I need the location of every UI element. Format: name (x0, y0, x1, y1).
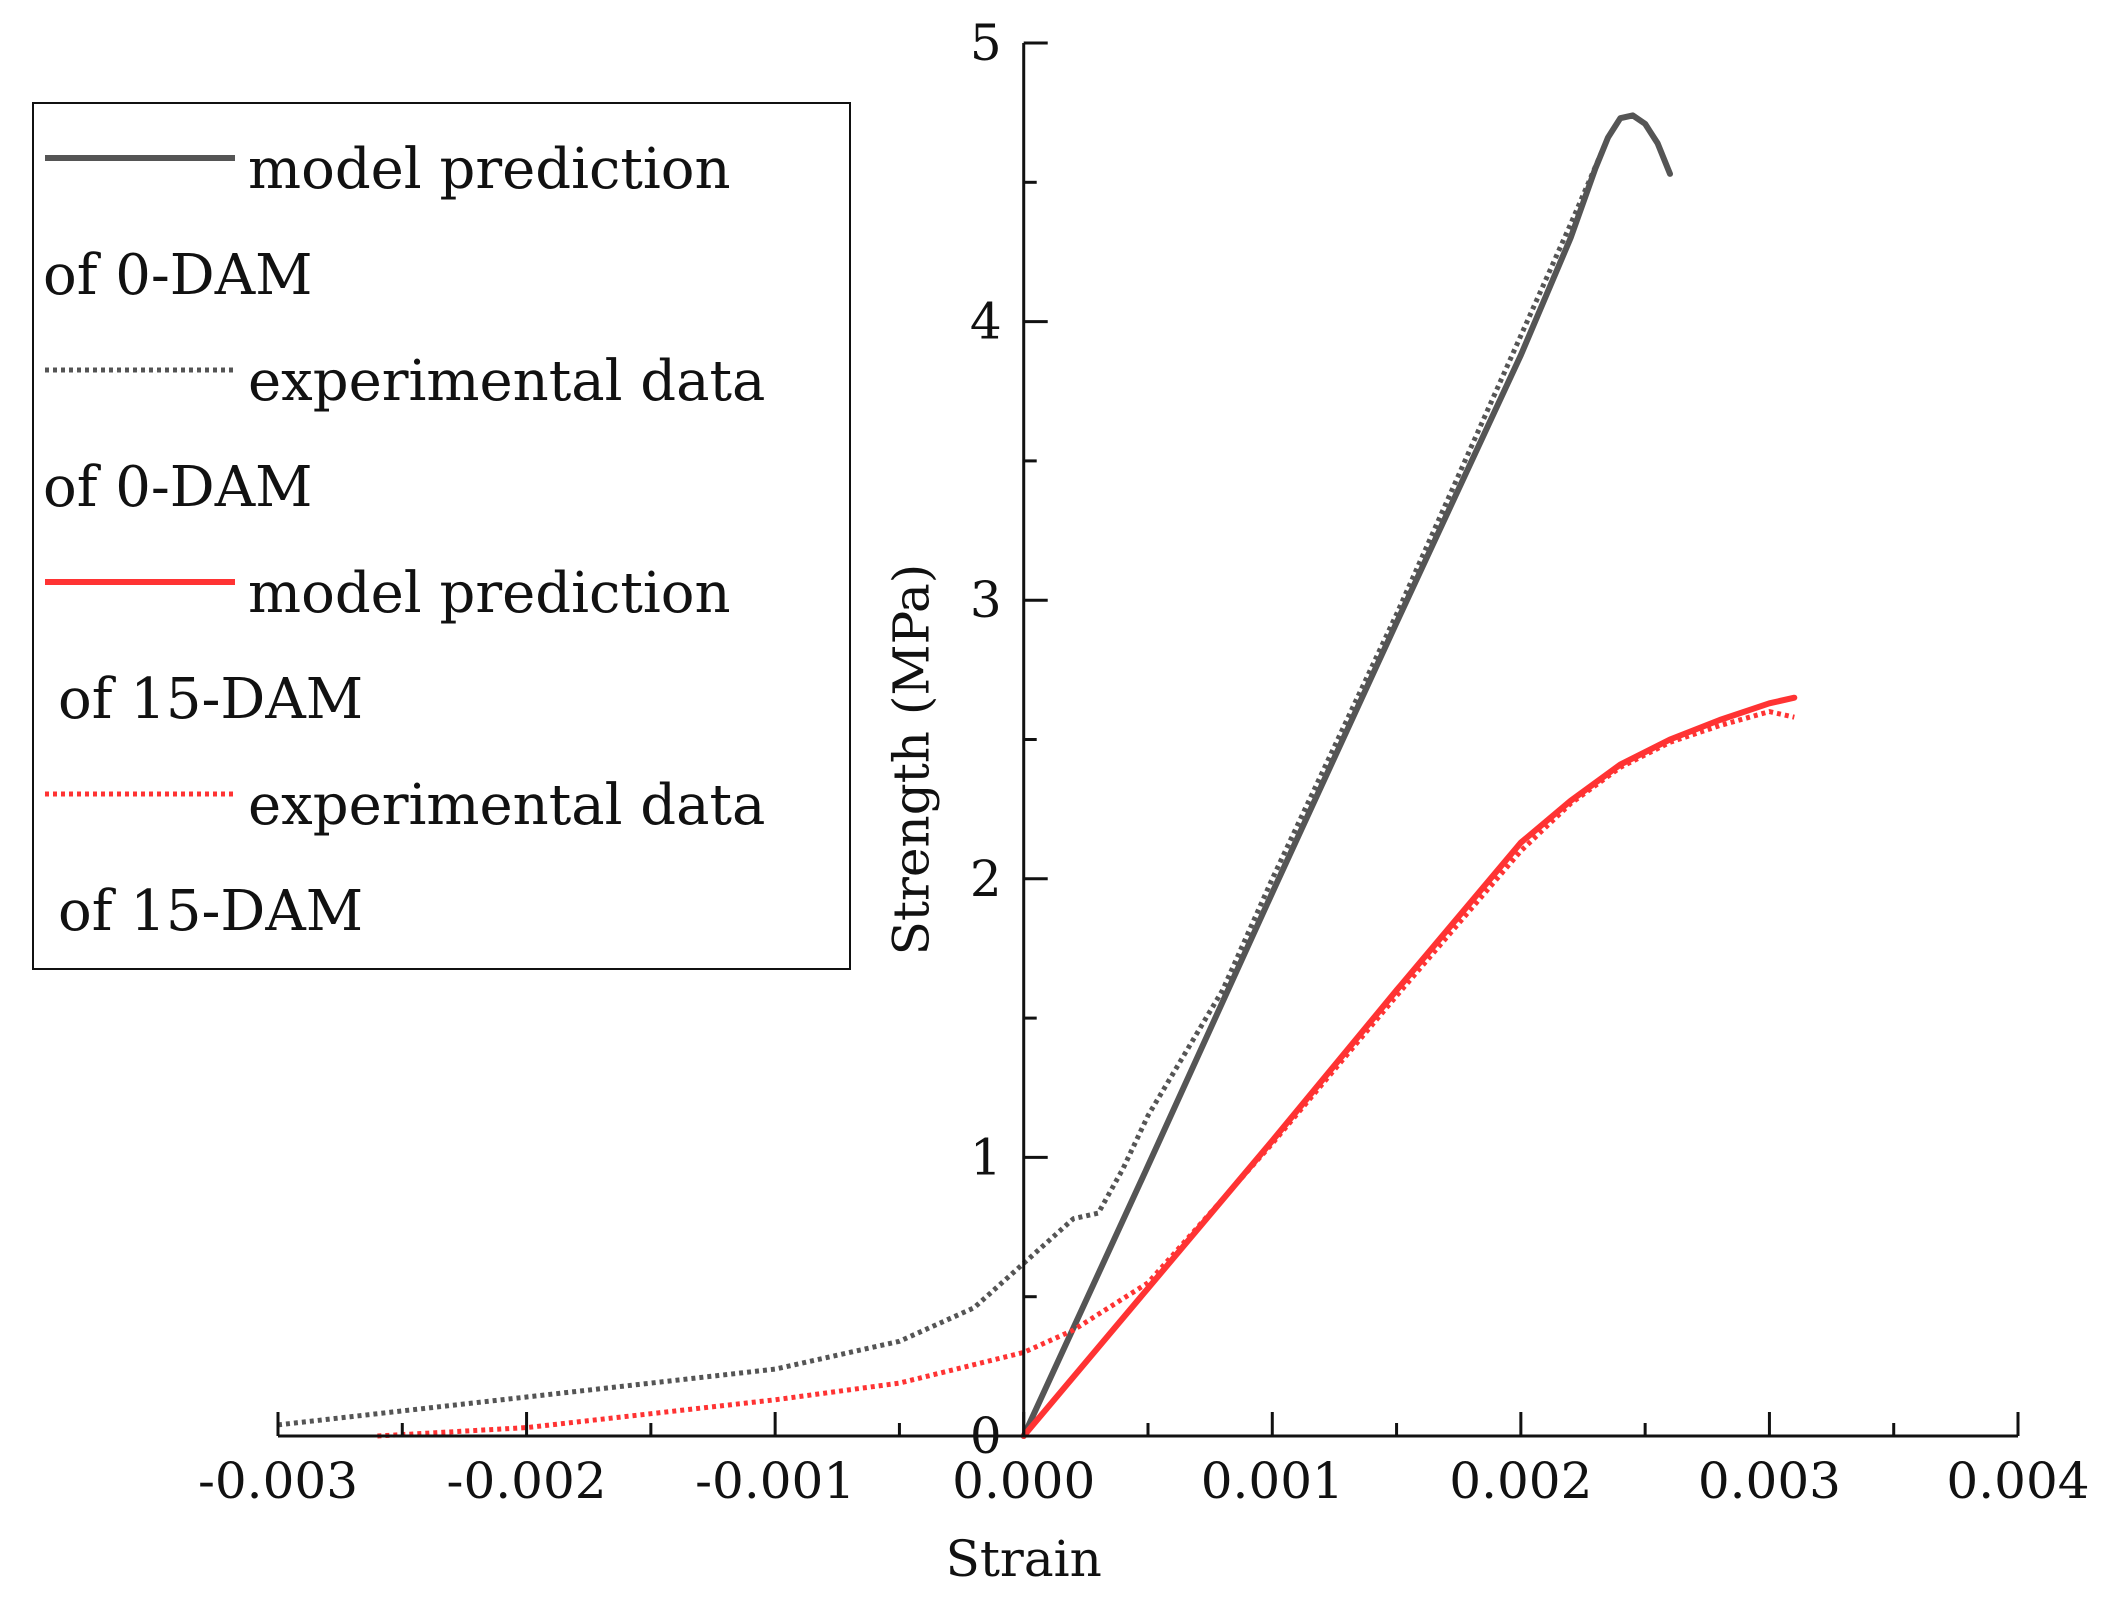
legend: model prediction of 0-DAM experimental dat… (32, 102, 851, 970)
x-tick-label: 0.002 (1449, 1452, 1592, 1510)
legend-label-1-line2: of 0-DAM (43, 243, 312, 308)
legend-label-4: experimental data (248, 773, 765, 838)
legend-label-2-line2: of 0-DAM (43, 455, 312, 520)
y-tick-label: 1 (970, 1128, 1002, 1186)
y-tick-label: 0 (970, 1407, 1002, 1465)
series-line-4 (377, 709, 1795, 1439)
tick-layer: -0.003 -0.002 -0.001 0.000 0.001 0.002 0.003 0.… (198, 14, 2090, 1510)
legend-label-2: experimental data (248, 349, 765, 414)
y-tick-label: 2 (970, 850, 1002, 908)
x-tick-label: -0.001 (695, 1452, 855, 1510)
legend-label-3: model prediction (248, 561, 731, 626)
y-tick-label: 5 (970, 14, 1002, 72)
x-tick-label: 0.000 (952, 1452, 1095, 1510)
x-tick-label: 0.003 (1698, 1452, 1841, 1510)
y-tick-label: 3 (970, 571, 1002, 629)
legend-box (32, 102, 851, 970)
x-axis-title: Strain (946, 1530, 1102, 1588)
legend-label-3-line2: of 15-DAM (58, 667, 363, 732)
legend-label-4-line2: of 15-DAM (58, 879, 363, 944)
x-tick-label: 0.001 (1201, 1452, 1344, 1510)
x-tick-label: -0.003 (198, 1452, 358, 1510)
series-line-2 (277, 136, 1611, 1428)
x-tick-label: 0.004 (1946, 1452, 2089, 1510)
x-tick-label: -0.002 (447, 1452, 607, 1510)
series-layer (277, 112, 1798, 1439)
legend-label-1: model prediction (248, 137, 731, 202)
series-line-1 (1020, 112, 1673, 1439)
series-line-3 (1020, 694, 1798, 1439)
y-tick-label: 4 (970, 293, 1002, 351)
y-axis-title: Strength (MPa) (883, 564, 941, 956)
